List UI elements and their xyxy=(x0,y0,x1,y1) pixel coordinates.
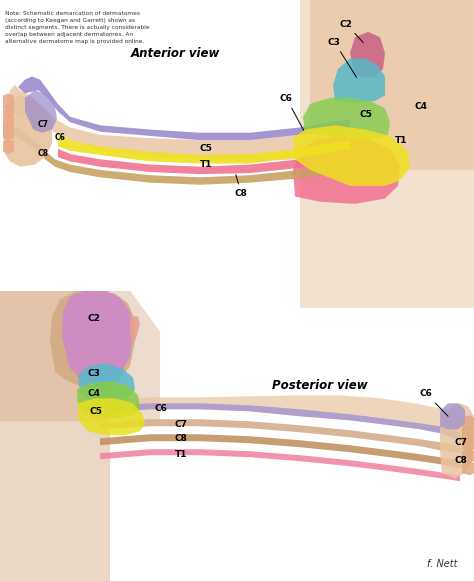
Text: C8: C8 xyxy=(175,434,188,443)
Polygon shape xyxy=(462,415,474,429)
Polygon shape xyxy=(462,461,474,475)
Polygon shape xyxy=(58,135,350,163)
Polygon shape xyxy=(8,85,350,162)
Text: T1: T1 xyxy=(200,160,212,168)
Text: Note: Schematic demarcation of dermatomes
(according to Keegan and Garrett) show: Note: Schematic demarcation of dermatome… xyxy=(5,10,150,44)
Polygon shape xyxy=(130,317,140,342)
Text: C6: C6 xyxy=(55,133,66,142)
Text: C4: C4 xyxy=(415,102,428,112)
Text: C3: C3 xyxy=(88,370,101,378)
Text: C5: C5 xyxy=(360,110,373,119)
Text: C3: C3 xyxy=(328,38,356,77)
Polygon shape xyxy=(333,59,385,103)
Text: C6: C6 xyxy=(155,404,168,413)
Text: C8: C8 xyxy=(455,456,468,465)
Text: C4: C4 xyxy=(88,389,101,399)
Polygon shape xyxy=(440,403,465,429)
Polygon shape xyxy=(303,98,390,140)
Polygon shape xyxy=(462,426,474,440)
Polygon shape xyxy=(100,403,462,441)
Polygon shape xyxy=(462,449,474,463)
Text: C5: C5 xyxy=(200,144,213,153)
Text: C5: C5 xyxy=(90,407,103,417)
Polygon shape xyxy=(3,95,52,167)
Text: T1: T1 xyxy=(395,137,408,145)
Text: C2: C2 xyxy=(340,20,363,42)
Polygon shape xyxy=(100,434,462,468)
Polygon shape xyxy=(12,127,350,185)
Text: C7: C7 xyxy=(175,420,188,429)
Text: T1: T1 xyxy=(175,450,188,459)
Text: C2: C2 xyxy=(88,314,101,324)
Text: C8: C8 xyxy=(235,175,248,199)
Polygon shape xyxy=(3,139,14,154)
Polygon shape xyxy=(78,363,135,401)
Polygon shape xyxy=(50,290,135,388)
Text: C6: C6 xyxy=(280,94,304,130)
Polygon shape xyxy=(462,437,474,451)
Text: C7: C7 xyxy=(455,438,468,447)
Polygon shape xyxy=(3,104,14,119)
Polygon shape xyxy=(440,403,474,478)
Polygon shape xyxy=(3,114,14,130)
Text: Anterior view: Anterior view xyxy=(130,46,219,60)
Polygon shape xyxy=(0,290,160,421)
Polygon shape xyxy=(3,125,14,140)
Polygon shape xyxy=(25,90,57,132)
Polygon shape xyxy=(100,419,462,453)
Text: C7: C7 xyxy=(38,120,49,130)
Polygon shape xyxy=(310,0,474,170)
Polygon shape xyxy=(300,0,474,308)
Text: C6: C6 xyxy=(420,389,448,416)
Polygon shape xyxy=(100,449,460,481)
Polygon shape xyxy=(293,125,410,186)
Polygon shape xyxy=(62,290,133,381)
Text: Posterior view: Posterior view xyxy=(272,379,368,392)
Polygon shape xyxy=(95,395,465,441)
Polygon shape xyxy=(58,149,350,174)
Polygon shape xyxy=(78,399,145,435)
Polygon shape xyxy=(3,94,14,108)
Polygon shape xyxy=(293,136,400,204)
Text: C8: C8 xyxy=(38,149,49,158)
Polygon shape xyxy=(350,32,385,77)
Polygon shape xyxy=(18,77,350,140)
Polygon shape xyxy=(0,290,110,581)
Polygon shape xyxy=(77,381,140,418)
Text: f. Nett: f. Nett xyxy=(428,559,458,569)
